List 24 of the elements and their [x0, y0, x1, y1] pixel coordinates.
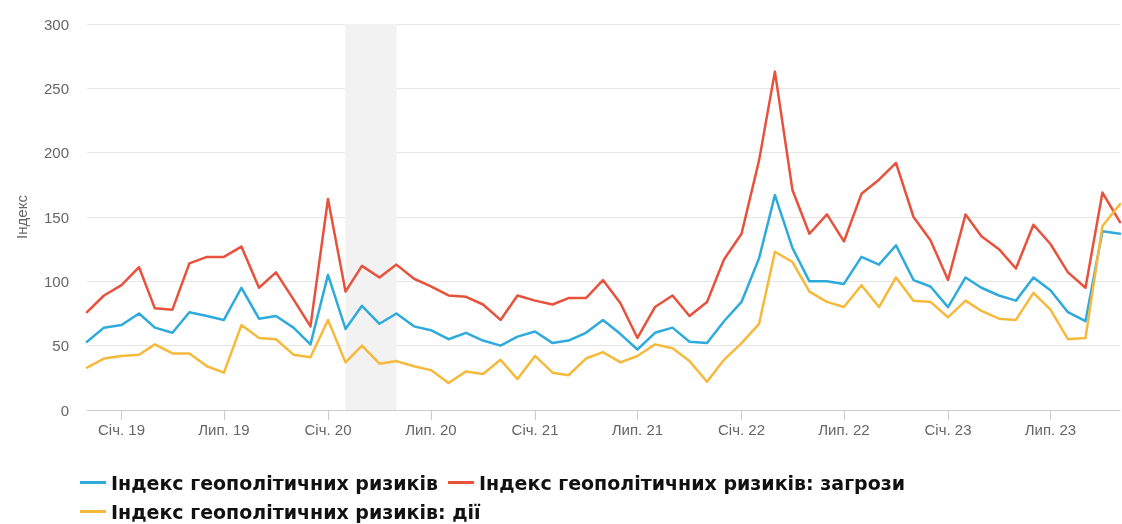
legend-label: Індекс геополітичних ризиків: загрози: [479, 471, 906, 494]
y-tick-label: 200: [43, 144, 69, 162]
x-tick-label: Січ. 21: [511, 421, 559, 438]
x-tick-label: Лип. 21: [611, 421, 664, 438]
y-tick-label: 0: [60, 401, 69, 419]
x-tick-label: Лип. 20: [405, 421, 457, 438]
y-axis-title: Індекс: [13, 194, 30, 239]
line-series: [85, 202, 1122, 385]
y-tick-label: 250: [43, 79, 69, 97]
line-series: [85, 193, 1122, 351]
x-tick-label: Січ. 20: [304, 421, 352, 438]
y-tick-label: 150: [43, 208, 69, 226]
y-tick-label: 300: [43, 15, 69, 33]
x-tick-label: Лип. 23: [1024, 421, 1077, 438]
y-tick-label: 50: [52, 337, 69, 355]
legend-label: Індекс геополітичних ризиків: дії: [111, 500, 482, 523]
y-tick-label: 100: [43, 272, 69, 290]
x-tick-label: Січ. 22: [718, 421, 766, 438]
x-tick-label: Січ. 19: [98, 421, 146, 438]
x-tick-label: Січ. 23: [924, 421, 972, 438]
line-series: [85, 70, 1122, 340]
legend-label: Індекс геополітичних ризиків: [111, 471, 439, 494]
x-tick-label: Лип. 19: [198, 421, 250, 438]
x-tick-label: Лип. 22: [818, 421, 870, 438]
